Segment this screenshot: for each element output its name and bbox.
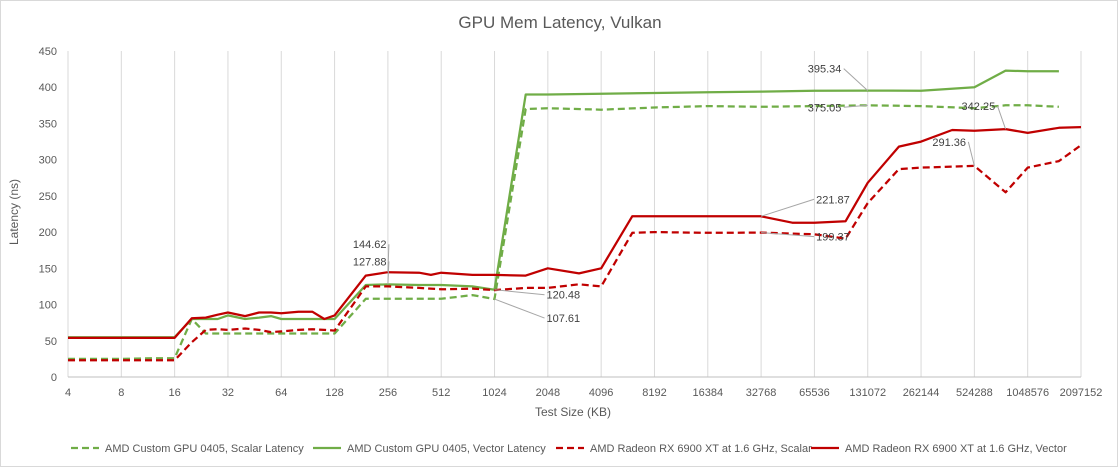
x-tick-label: 32 <box>222 387 234 399</box>
x-tick-label: 4 <box>65 387 71 399</box>
legend-label-3: AMD Radeon RX 6900 XT at 1.6 GHz, Scalar <box>590 443 812 455</box>
annotation-label: 199.37 <box>816 232 850 244</box>
x-tick-label: 65536 <box>799 387 830 399</box>
x-tick-label: 64 <box>275 387 287 399</box>
annotation-label: 127.88 <box>353 256 387 268</box>
x-tick-label: 2048 <box>536 387 560 399</box>
series-lines <box>68 69 1082 362</box>
legend-label-4: AMD Radeon RX 6900 XT at 1.6 GHz, Vector <box>845 443 1067 455</box>
x-tick-label: 2097152 <box>1060 387 1103 399</box>
annotation-label: 120.48 <box>547 290 581 302</box>
x-axis-title: Test Size (KB) <box>535 405 611 419</box>
x-tick-label: 131072 <box>849 387 886 399</box>
legend-label-1: AMD Custom GPU 0405, Scalar Latency <box>105 443 304 455</box>
y-tick-label: 400 <box>39 82 57 94</box>
x-tick-label: 524288 <box>956 387 993 399</box>
x-tick-label: 512 <box>432 387 450 399</box>
series-line-2 <box>68 69 1059 339</box>
x-tick-label: 16 <box>169 387 181 399</box>
annotation-label: 395.34 <box>808 64 842 76</box>
annotation-leader <box>387 244 390 273</box>
annotation-leader <box>387 261 390 285</box>
annotation-leader <box>967 141 975 167</box>
series-line-1 <box>68 104 1059 361</box>
annotation-leader <box>843 68 869 91</box>
annotation-leader <box>761 232 815 238</box>
series-line-3 <box>68 144 1082 362</box>
annotation-label: 221.87 <box>816 194 850 206</box>
chart-title: GPU Mem Latency, Vulkan <box>458 13 661 32</box>
x-tick-label: 1024 <box>482 387 506 399</box>
y-tick-label: 100 <box>39 300 57 312</box>
x-tick-label: 32768 <box>746 387 777 399</box>
x-tick-label: 262144 <box>903 387 940 399</box>
y-tick-label: 50 <box>45 336 57 348</box>
x-tick-label: 8 <box>118 387 124 399</box>
x-tick-label: 256 <box>379 387 397 399</box>
y-tick-label: 450 <box>39 46 57 58</box>
x-tick-label: 1048576 <box>1006 387 1049 399</box>
annotation-label: 375.05 <box>808 102 842 114</box>
annotation-leader <box>494 289 545 296</box>
legend-label-2: AMD Custom GPU 0405, Vector Latency <box>347 443 546 455</box>
axes: 4 8 16 32 64 128 256 512 1024 2048 4096 8192 16384 32… <box>39 46 1103 399</box>
annotation-leader <box>494 298 545 319</box>
y-tick-label: 150 <box>39 263 57 275</box>
series-line-4 <box>68 125 1082 340</box>
data-annotations: 144.62 127.88 120.48 107.61 221.87 199.37 395.… <box>353 64 1007 325</box>
annotation-leader <box>760 198 815 217</box>
y-axis-title: Latency (ns) <box>7 179 21 245</box>
annotation-leader <box>997 105 1007 130</box>
legend: AMD Custom GPU 0405, Scalar Latency AMD C… <box>71 443 1067 455</box>
y-tick-label: 350 <box>39 118 57 130</box>
x-tick-label: 128 <box>325 387 343 399</box>
y-tick-label: 300 <box>39 155 57 167</box>
annotation-label: 291.36 <box>932 137 966 149</box>
y-tick-label: 200 <box>39 227 57 239</box>
y-tick-label: 0 <box>51 372 57 384</box>
annotation-label: 342.25 <box>962 101 996 113</box>
annotation-label: 107.61 <box>547 313 581 325</box>
x-tick-label: 8192 <box>642 387 666 399</box>
x-tick-label: 4096 <box>589 387 613 399</box>
grid-lines <box>67 51 1082 377</box>
annotation-leader <box>843 104 868 108</box>
x-tick-label: 16384 <box>692 387 723 399</box>
annotation-label: 144.62 <box>353 239 387 251</box>
y-tick-label: 250 <box>39 191 57 203</box>
